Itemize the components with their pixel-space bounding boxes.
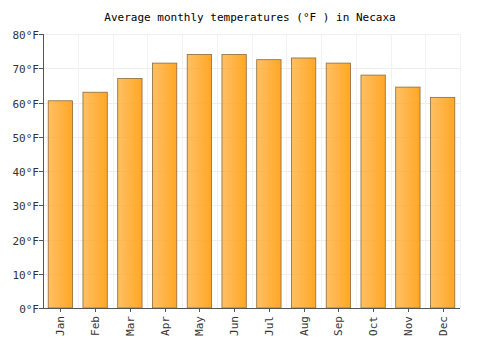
- grid-line-vertical: [43, 34, 44, 308]
- y-tick: [39, 308, 43, 309]
- grid-line-vertical: [182, 34, 183, 308]
- y-tick: [39, 274, 43, 275]
- chart-svg: Average monthly temperatures (°F ) in Ne…: [0, 0, 500, 350]
- x-tick: [443, 308, 444, 312]
- bar: [152, 63, 176, 308]
- bar: [361, 75, 385, 308]
- x-tick: [130, 308, 131, 312]
- y-tick: [39, 34, 43, 35]
- bar: [48, 101, 72, 308]
- x-tick-label: Jun: [228, 316, 241, 336]
- x-tick-label: Oct: [367, 316, 380, 336]
- y-tick-label: 0°F: [19, 303, 39, 316]
- x-tick: [304, 308, 305, 312]
- y-tick-label: 60°F: [13, 98, 40, 111]
- grid-line: [43, 34, 460, 35]
- y-tick-label: 20°F: [13, 235, 40, 248]
- grid-line-vertical: [356, 34, 357, 308]
- y-tick: [39, 68, 43, 69]
- x-tick-label: Apr: [159, 316, 172, 336]
- y-tick-label: 10°F: [13, 269, 40, 282]
- x-tick: [234, 308, 235, 312]
- grid-line-vertical: [321, 34, 322, 308]
- y-tick-label: 30°F: [13, 200, 40, 213]
- y-tick: [39, 205, 43, 206]
- grid-line-vertical: [252, 34, 253, 308]
- x-tick: [373, 308, 374, 312]
- grid-line: [43, 68, 460, 69]
- grid-line-vertical: [147, 34, 148, 308]
- grid-line-vertical: [217, 34, 218, 308]
- x-tick: [338, 308, 339, 312]
- x-tick-label: Feb: [89, 316, 102, 336]
- x-tick-label: Dec: [437, 316, 450, 336]
- x-tick-label: Jan: [54, 316, 67, 336]
- bar: [291, 58, 315, 308]
- chart-container: Average monthly temperatures (°F ) in Ne…: [0, 0, 500, 350]
- y-axis: [43, 34, 44, 308]
- x-tick: [95, 308, 96, 312]
- bar: [83, 92, 107, 308]
- x-tick: [408, 308, 409, 312]
- grid-line-vertical: [460, 34, 461, 308]
- x-tick-label: Aug: [298, 316, 311, 336]
- y-tick: [39, 171, 43, 172]
- x-tick: [269, 308, 270, 312]
- x-tick: [165, 308, 166, 312]
- bar: [257, 60, 281, 308]
- grid-line-vertical: [286, 34, 287, 308]
- grid-line: [43, 308, 460, 309]
- bar: [430, 97, 454, 308]
- x-tick: [60, 308, 61, 312]
- bar: [222, 55, 246, 308]
- x-tick-label: Mar: [124, 316, 137, 336]
- x-tick: [199, 308, 200, 312]
- bar: [118, 79, 142, 308]
- bars: [48, 55, 455, 308]
- y-tick-label: 50°F: [13, 132, 40, 145]
- title: Average monthly temperatures (°F ) in Ne…: [104, 11, 395, 24]
- grid-line-vertical: [391, 34, 392, 308]
- grid-line-vertical: [78, 34, 79, 308]
- y-tick: [39, 103, 43, 104]
- y-tick-label: 40°F: [13, 166, 40, 179]
- y-tick: [39, 137, 43, 138]
- y-tick-label: 80°F: [13, 29, 40, 42]
- x-axis: [43, 308, 460, 309]
- y-tick: [39, 240, 43, 241]
- bar: [326, 63, 350, 308]
- grid-line-vertical: [425, 34, 426, 308]
- x-tick-label: Jul: [263, 316, 276, 336]
- grid-line-vertical: [113, 34, 114, 308]
- bar: [187, 55, 211, 308]
- x-tick-label: May: [193, 316, 206, 336]
- x-tick-label: Sep: [332, 316, 345, 336]
- bar: [396, 87, 420, 308]
- x-tick-label: Nov: [402, 316, 415, 336]
- y-tick-label: 70°F: [13, 63, 40, 76]
